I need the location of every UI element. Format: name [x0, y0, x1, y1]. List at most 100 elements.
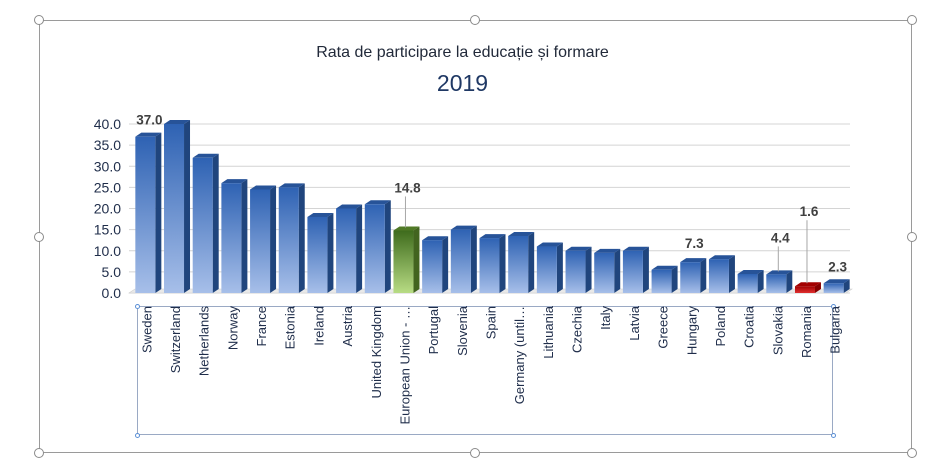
plot-area-selection[interactable] — [137, 306, 833, 435]
data-label: 14.8 — [394, 180, 421, 195]
bar-croatia — [737, 269, 764, 293]
bar-top — [393, 226, 420, 231]
bar-spain — [479, 234, 506, 293]
x-tick-label: Czechia — [570, 305, 585, 353]
bar-front — [422, 240, 443, 293]
x-tick-label: Italy — [598, 306, 613, 330]
y-tick-label: 35.0 — [94, 137, 121, 153]
y-tick-label: 10.0 — [94, 243, 121, 259]
bar-bulgaria — [823, 279, 850, 293]
resize-handle-bottom-right[interactable] — [907, 448, 917, 458]
bar-slovenia — [450, 225, 477, 293]
bar-side — [413, 226, 420, 293]
resize-handle-top-left[interactable] — [34, 15, 44, 25]
y-tick-label: 30.0 — [94, 158, 121, 174]
x-tick-label: Bulgaria — [828, 305, 843, 353]
bar-top — [766, 270, 793, 275]
bar-france — [250, 185, 277, 293]
bar-front — [307, 216, 328, 293]
y-tick-label: 40.0 — [94, 116, 121, 132]
bar-top — [450, 225, 477, 230]
x-tick-label: Norway — [225, 306, 240, 351]
bar-top — [307, 212, 334, 217]
bar-top — [536, 242, 563, 247]
bar-front — [364, 204, 385, 293]
resize-handle-bottom-left[interactable] — [34, 448, 44, 458]
x-tick-label: European Union - … — [397, 306, 412, 425]
bar-top — [651, 265, 678, 270]
resize-handle-bottom-center[interactable] — [470, 448, 480, 458]
bar-norway — [221, 179, 248, 293]
bar-side — [556, 242, 563, 293]
resize-handle-top-center[interactable] — [470, 15, 480, 25]
bar-top — [135, 132, 162, 137]
bar-united-kingdom — [364, 200, 391, 293]
plot-handle-top-right[interactable] — [831, 304, 836, 309]
bar-side — [442, 236, 449, 293]
bar-side — [470, 225, 477, 293]
data-label: 37.0 — [136, 113, 162, 128]
data-label: 1.6 — [800, 204, 819, 219]
plot-handle-top-left[interactable] — [135, 304, 140, 309]
x-tick-label: Slovenia — [455, 305, 470, 356]
bar-front — [622, 250, 643, 293]
bar-side — [384, 200, 391, 293]
plot-handle-bottom-right[interactable] — [831, 433, 836, 438]
bar-front — [823, 283, 844, 293]
bar-front — [393, 230, 414, 293]
x-tick-label: Slovakia — [770, 305, 785, 355]
bar-top — [622, 246, 649, 251]
x-tick-label: Poland — [713, 306, 728, 346]
plot-handle-bottom-left[interactable] — [135, 433, 140, 438]
bar-lithuania — [536, 242, 563, 293]
y-tick-label: 5.0 — [102, 264, 122, 280]
x-tick-label: Ireland — [311, 306, 326, 346]
x-tick-label: France — [254, 306, 269, 346]
y-tick-label: 20.0 — [94, 201, 121, 217]
bar-side — [528, 231, 535, 293]
bar-top — [364, 200, 391, 205]
bar-front — [221, 183, 242, 293]
bar-european-union — [393, 226, 420, 293]
bar-front — [336, 208, 357, 293]
bar-top — [192, 153, 219, 158]
bar-side — [212, 153, 219, 293]
bar-netherlands — [192, 153, 219, 293]
bar-greece — [651, 265, 678, 293]
resize-handle-middle-left[interactable] — [34, 232, 44, 242]
bar-top — [164, 120, 191, 124]
data-label: 2.3 — [828, 259, 847, 274]
bar-top — [422, 236, 449, 241]
bar-front — [278, 187, 299, 293]
bar-front — [766, 274, 787, 293]
bar-front — [192, 157, 213, 293]
resize-handle-top-right[interactable] — [907, 15, 917, 25]
bar-top — [479, 234, 506, 239]
y-tick-label: 15.0 — [94, 222, 121, 238]
bar-ireland — [307, 212, 334, 293]
x-tick-label: Switzerland — [168, 306, 183, 373]
bar-side — [843, 279, 850, 293]
bar-top — [708, 255, 735, 260]
bar-top — [680, 258, 707, 263]
bar-side — [614, 248, 621, 293]
bar-side — [241, 179, 248, 293]
bar-top — [278, 183, 305, 188]
bar-top — [250, 185, 277, 190]
x-tick-label: Hungary — [684, 306, 699, 356]
chart-title: Rata de participare la educație și forma… — [316, 44, 609, 61]
resize-handle-middle-right[interactable] — [907, 232, 917, 242]
bar-side — [700, 258, 707, 293]
bar-portugal — [422, 236, 449, 293]
y-tick-label: 0.0 — [102, 285, 122, 301]
data-label: 7.3 — [685, 236, 704, 251]
chart-subtitle: 2019 — [436, 70, 489, 96]
bar-side — [356, 204, 363, 293]
bar-front — [594, 252, 615, 293]
bar-front — [508, 235, 529, 293]
bar-top — [336, 204, 363, 209]
bar-switzerland — [164, 120, 191, 293]
bar-side — [585, 246, 592, 293]
bar-front — [250, 189, 271, 293]
